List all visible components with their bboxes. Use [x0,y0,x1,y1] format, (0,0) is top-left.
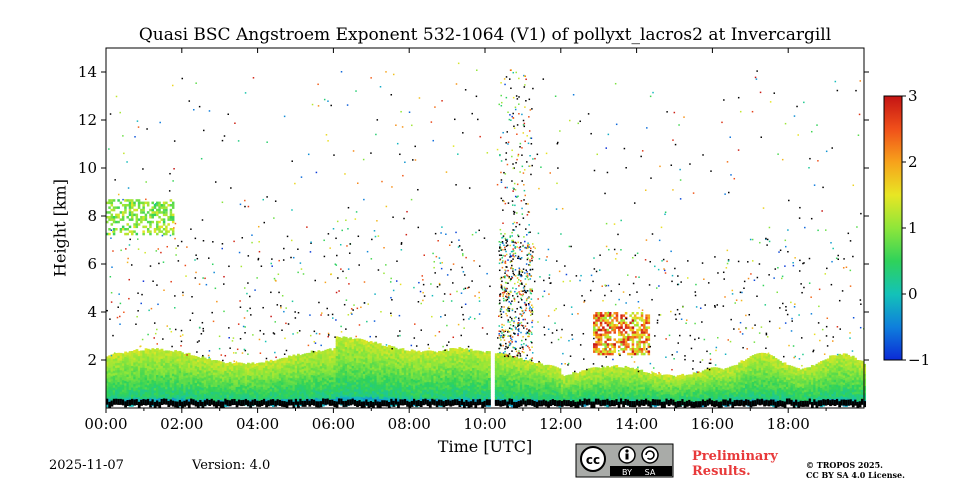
x-tick-label: 18:00 [767,415,810,433]
y-tick-label: 2 [87,351,97,369]
preliminary-line-1: Preliminary [692,449,778,464]
y-tick-label: 12 [78,111,97,129]
x-tick-label: 00:00 [84,415,127,433]
colorbar-gradient [883,95,903,361]
colorbar-tick-label: 0 [908,285,918,303]
colorbar-tick-label: 1 [908,219,918,237]
cc-icon [580,446,606,472]
y-axis: 2 4 6 8 10 12 14 [78,63,869,369]
footer-version: Version: 4.0 [192,458,271,473]
x-tick-label: 10:00 [463,415,506,433]
colorbar: 3 2 1 0 −1 [883,87,930,369]
y-tick-label: 4 [87,303,97,321]
x-tick-label: 06:00 [312,415,355,433]
copyright-line-2: CC BY SA 4.0 License. [806,470,905,480]
y-tick-label: 6 [87,255,97,273]
y-tick-label: 10 [78,159,97,177]
footer-date: 2025-11-07 [49,458,124,473]
cc-badge-strip [610,466,672,476]
x-axis-label: Time [UTC] [437,437,533,456]
copyright-line-1: © TROPOS 2025. [806,460,883,470]
x-tick-label: 12:00 [539,415,582,433]
share-alike-icon [641,446,659,464]
y-axis-label: Height [km] [50,179,70,277]
by-label: BY [622,468,632,477]
cc-icon-label: cc [586,453,600,467]
y-tick-label: 8 [87,207,97,225]
x-tick-label: 14:00 [615,415,658,433]
y-tick-label: 14 [78,63,97,81]
x-tick-label: 08:00 [388,415,431,433]
copyright-notice: © TROPOS 2025. CC BY SA 4.0 License. [806,460,905,480]
colorbar-tick-label: −1 [908,351,930,369]
preliminary-line-2: Results. [692,464,751,479]
colorbar-tick-label: 2 [908,153,918,171]
cc-license-badge: cc BY SA [575,443,674,478]
heatmap-cells [106,62,867,408]
x-axis: 00:00 02:00 04:00 06:00 08:00 10:00 12:00 14:00… [84,48,827,433]
preliminary-notice: Preliminary Results. [692,449,778,479]
x-tick-label: 02:00 [160,415,203,433]
x-tick-label: 04:00 [236,415,279,433]
colorbar-tick-label: 3 [908,87,918,105]
chart-title: Quasi BSC Angstroem Exponent 532-1064 (V… [138,25,832,45]
sa-label: SA [645,468,656,477]
x-tick-label: 16:00 [691,415,734,433]
